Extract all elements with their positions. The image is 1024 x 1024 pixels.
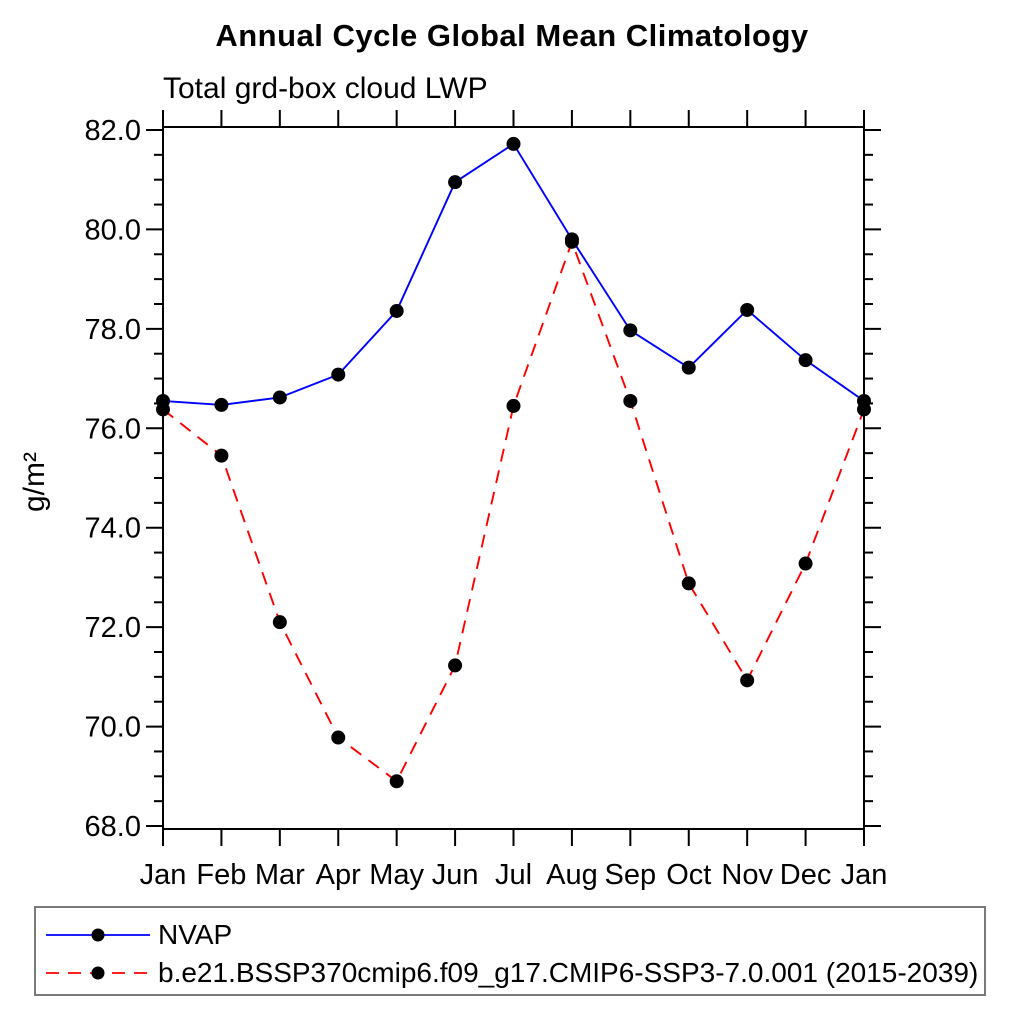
x-tick-label: Jan [841, 859, 888, 891]
data-point [389, 774, 404, 789]
data-point [681, 576, 696, 591]
series-markers-1 [156, 234, 871, 789]
data-point [506, 398, 521, 413]
data-point [448, 658, 463, 673]
x-axis: Jan Feb Mar Apr May Jun Jul Aug Sep Oct Nov Dec Jan [140, 110, 888, 891]
legend-entry-model: b.e21.BSSP370cmip6.f09_g17.CMIP6-SSP3-7.… [44, 957, 979, 988]
chart-subtitle: Total grd-box cloud LWP [163, 72, 488, 105]
x-tick-label: Oct [666, 859, 711, 891]
data-point [740, 302, 755, 317]
data-point [331, 730, 346, 745]
x-tick-label: Sep [605, 859, 657, 891]
x-tick-label: Aug [546, 859, 598, 891]
plot-frame [162, 126, 865, 830]
chart-plot-area: Jan Feb Mar Apr May Jun Jul Aug Sep Oct Nov Dec Jan 6… [18, 110, 888, 891]
series-markers-0 [156, 136, 871, 412]
y-tick-label: 74.0 [85, 513, 141, 545]
y-tick-label: 78.0 [85, 314, 141, 346]
data-point [448, 175, 463, 190]
data-point [798, 353, 813, 368]
legend-label-model: b.e21.BSSP370cmip6.f09_g17.CMIP6-SSP3-7.… [158, 957, 979, 988]
x-tick-label: May [369, 859, 424, 891]
x-tick-label: Jul [495, 859, 532, 891]
data-point [681, 360, 696, 375]
series-line-1 [162, 239, 865, 783]
x-tick-label: Jun [432, 859, 479, 891]
data-point [389, 303, 404, 318]
data-point [623, 323, 638, 338]
data-point [798, 556, 813, 571]
x-tick-label: Nov [721, 859, 773, 891]
data-point [214, 397, 229, 412]
legend-sample-dashed-line [46, 966, 150, 980]
y-tick-label: 70.0 [85, 712, 141, 744]
y-tick-label: 76.0 [85, 413, 141, 445]
legend: NVAP b.e21.BSSP370cmip6.f09_g17.CMIP6-SS… [34, 906, 986, 996]
y-tick-label: 68.0 [85, 811, 141, 843]
data-point [857, 402, 871, 417]
x-tick-label: Jan [140, 859, 187, 891]
legend-marker-dot [91, 928, 105, 942]
series-line-0 [162, 142, 865, 406]
y-tick-label: 82.0 [85, 115, 141, 147]
legend-marker-dot [91, 966, 105, 980]
legend-sample-solid-line [46, 928, 150, 942]
legend-label-nvap: NVAP [158, 919, 233, 950]
y-tick-label: 72.0 [85, 612, 141, 644]
x-tick-label: Mar [255, 859, 305, 891]
data-point [214, 448, 229, 463]
y-axis: 68.0 70.0 72.0 74.0 76.0 78.0 80.0 82.0 [85, 115, 881, 843]
data-point [506, 136, 521, 151]
chart-title: Annual Cycle Global Mean Climatology [215, 18, 809, 53]
data-point [272, 390, 287, 405]
data-point [740, 673, 755, 688]
x-tick-label: Apr [316, 859, 361, 891]
data-point [564, 234, 579, 249]
x-tick-label: Dec [780, 859, 832, 891]
data-point [623, 393, 638, 408]
data-point [272, 615, 287, 630]
y-axis-title: g/m² [18, 452, 51, 512]
legend-entry-nvap: NVAP [44, 919, 233, 950]
data-point [156, 402, 170, 417]
x-tick-label: Feb [196, 859, 246, 891]
data-point [331, 367, 346, 382]
y-tick-label: 80.0 [85, 214, 141, 246]
